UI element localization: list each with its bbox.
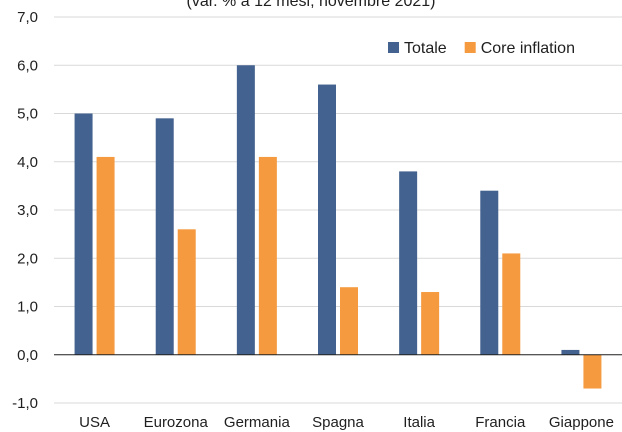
x-tick-label: Giappone bbox=[549, 414, 614, 431]
y-tick-label: 3,0 bbox=[17, 202, 38, 219]
legend-swatch bbox=[388, 42, 399, 53]
y-tick-label: 6,0 bbox=[17, 57, 38, 74]
bar-totale bbox=[480, 190, 499, 355]
legend-label: Totale bbox=[404, 40, 447, 57]
x-tick-label: Spagna bbox=[312, 414, 364, 431]
bar-totale bbox=[399, 171, 418, 355]
x-tick-label: Italia bbox=[403, 414, 435, 431]
bar-core-inflation bbox=[258, 156, 277, 355]
bar-totale bbox=[561, 349, 580, 355]
bars bbox=[74, 65, 602, 389]
y-axis: -1,0 0,0 1,0 2,0 3,0 4,0 5,0 6,0 7,0 bbox=[12, 9, 38, 412]
gridlines bbox=[54, 16, 622, 404]
legend-label: Core inflation bbox=[481, 40, 575, 57]
x-tick-label: Francia bbox=[475, 414, 526, 431]
bar-core-inflation bbox=[421, 292, 440, 355]
y-tick-label: 2,0 bbox=[17, 250, 38, 267]
y-tick-label: 4,0 bbox=[17, 154, 38, 171]
y-tick-label: 7,0 bbox=[17, 9, 38, 26]
bar-totale bbox=[155, 118, 174, 355]
y-tick-label: -1,0 bbox=[12, 395, 38, 412]
x-tick-label: USA bbox=[79, 414, 110, 431]
bar-totale bbox=[74, 113, 93, 355]
bar-core-inflation bbox=[502, 253, 521, 355]
y-tick-label: 0,0 bbox=[17, 347, 38, 364]
y-tick-label: 1,0 bbox=[17, 299, 38, 316]
y-tick-label: 5,0 bbox=[17, 106, 38, 123]
bar-totale bbox=[318, 84, 336, 355]
x-axis: USA Eurozona Germania Spagna Italia Francia Gi… bbox=[79, 414, 614, 431]
legend-swatch bbox=[464, 42, 476, 53]
bar-core-inflation bbox=[177, 229, 196, 355]
bar-core-inflation bbox=[583, 354, 602, 389]
x-tick-label: Germania bbox=[224, 414, 291, 431]
chart-subtitle: (var. % a 12 mesi, novembre 2021) bbox=[186, 0, 435, 10]
bar-core-inflation bbox=[340, 287, 358, 355]
bar-totale bbox=[236, 65, 255, 355]
x-tick-label: Eurozona bbox=[144, 414, 209, 431]
legend: Totale Core inflation bbox=[388, 40, 575, 57]
bar-core-inflation bbox=[96, 156, 115, 355]
